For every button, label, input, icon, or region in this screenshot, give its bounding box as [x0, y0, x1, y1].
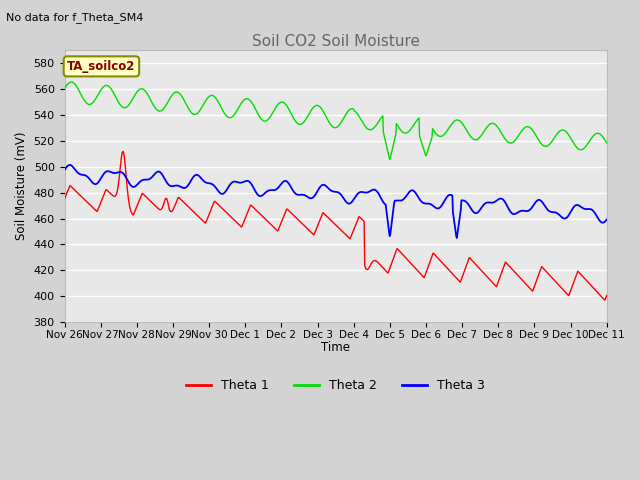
X-axis label: Time: Time [321, 341, 350, 354]
Legend: Theta 1, Theta 2, Theta 3: Theta 1, Theta 2, Theta 3 [181, 374, 490, 397]
Text: TA_soilco2: TA_soilco2 [67, 60, 136, 73]
Y-axis label: Soil Moisture (mV): Soil Moisture (mV) [15, 132, 28, 240]
Text: No data for f_Theta_SM4: No data for f_Theta_SM4 [6, 12, 144, 23]
Title: Soil CO2 Soil Moisture: Soil CO2 Soil Moisture [252, 34, 420, 49]
